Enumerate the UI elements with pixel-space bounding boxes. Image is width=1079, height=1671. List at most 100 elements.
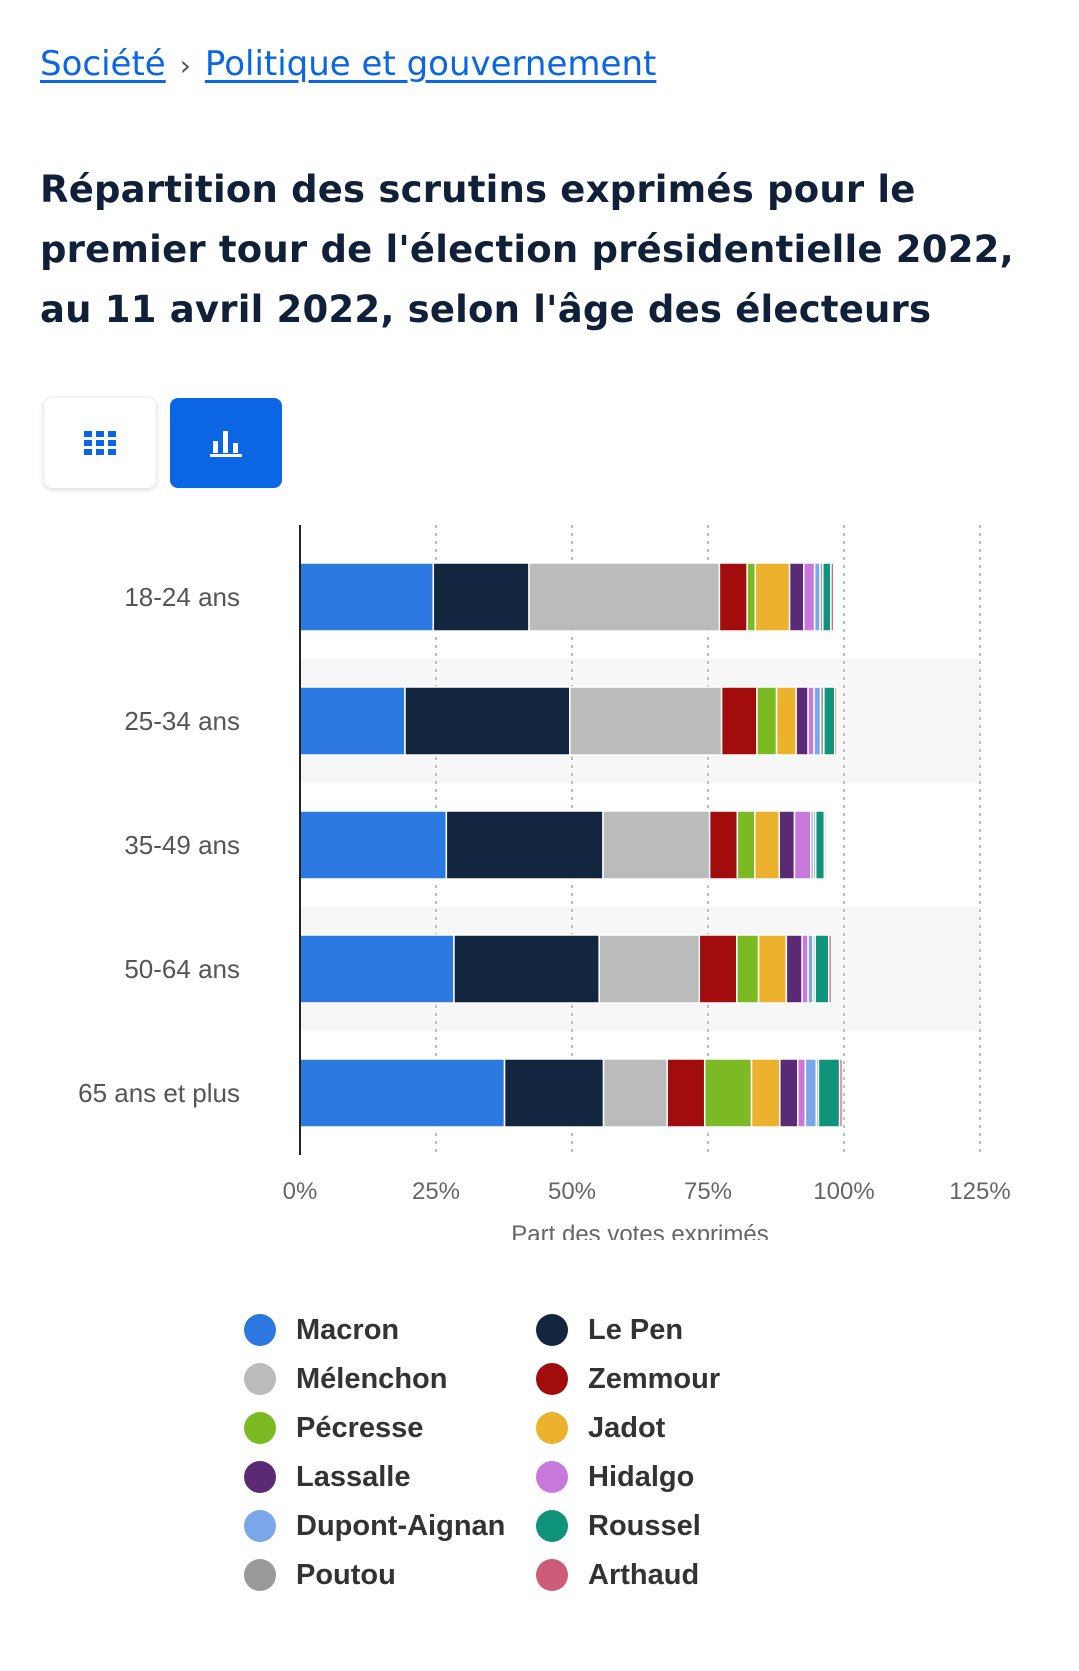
bar-segment[interactable] [720, 686, 758, 756]
legend-swatch [536, 1412, 568, 1444]
legend-label: Roussel [588, 1509, 701, 1542]
bar-segment[interactable] [793, 810, 812, 880]
bar-segment[interactable] [797, 1058, 807, 1128]
bar-segment[interactable] [822, 562, 832, 632]
legend-swatch [244, 1461, 276, 1493]
bar-segment[interactable] [775, 686, 797, 756]
legend-label: Mélenchon [296, 1362, 448, 1395]
bar-segment[interactable] [299, 686, 406, 756]
legend-label: Lassalle [296, 1460, 411, 1493]
bar-segment[interactable] [795, 686, 809, 756]
legend-swatch [244, 1510, 276, 1542]
legend-item[interactable]: Dupont-Aignan [244, 1508, 536, 1544]
legend-swatch [536, 1510, 568, 1542]
legend-label: Zemmour [588, 1362, 721, 1395]
table-view-button[interactable] [44, 398, 156, 488]
bar-segment[interactable] [736, 934, 760, 1004]
legend-swatch [536, 1461, 568, 1493]
legend-item[interactable]: Roussel [536, 1508, 776, 1544]
bar-segment[interactable] [779, 1058, 799, 1128]
legend-item[interactable]: Le Pen [536, 1312, 776, 1348]
bar-segment[interactable] [432, 562, 530, 632]
category-label: 18-24 ans [124, 582, 240, 612]
legend-swatch [536, 1559, 568, 1591]
category-label: 65 ans et plus [78, 1078, 240, 1108]
bar-segment[interactable] [703, 1058, 753, 1128]
bar-segment[interactable] [503, 1058, 605, 1128]
bar-segment[interactable] [756, 686, 778, 756]
bar-segment[interactable] [404, 686, 571, 756]
bar-segment[interactable] [802, 562, 816, 632]
legend-item[interactable]: Zemmour [536, 1361, 776, 1397]
bar-segment[interactable] [453, 934, 600, 1004]
bar-segment[interactable] [754, 562, 791, 632]
bar-segment[interactable] [813, 686, 822, 756]
legend-item[interactable]: Macron [244, 1312, 536, 1348]
bar-segment[interactable] [834, 686, 838, 756]
legend-item[interactable]: Mélenchon [244, 1361, 536, 1397]
legend-item[interactable]: Poutou [244, 1557, 536, 1593]
bar-segment[interactable] [814, 934, 830, 1004]
bar-segment[interactable] [830, 562, 835, 632]
breadcrumb: Société › Politique et gouvernement [40, 44, 656, 84]
bar-segment[interactable] [299, 810, 448, 880]
legend-item[interactable]: Arthaud [536, 1557, 776, 1593]
bar-segment[interactable] [757, 934, 788, 1004]
bar-segment[interactable] [828, 934, 833, 1004]
legend-label: Poutou [296, 1558, 396, 1591]
bar-chart-icon [210, 431, 242, 457]
legend-label: Arthaud [588, 1558, 700, 1591]
legend-label: Le Pen [588, 1313, 684, 1346]
bar-segment[interactable] [299, 934, 455, 1004]
bar-segment[interactable] [299, 562, 435, 632]
bar-segment[interactable] [754, 810, 781, 880]
x-tick-labels: 0% 25% 50% 75% 100% 125% [283, 1178, 1011, 1205]
bar-segment[interactable] [445, 810, 604, 880]
bar-segment[interactable] [817, 1058, 841, 1128]
category-labels: 18-24 ans 25-34 ans 35-49 ans 50-64 ans 65 a… [78, 582, 240, 1108]
bar-segment[interactable] [602, 1058, 668, 1128]
x-tick-label: 75% [684, 1178, 732, 1205]
bars [299, 562, 844, 1128]
bar-segment[interactable] [788, 562, 805, 632]
x-axis-title: Part des votes exprimés [511, 1221, 768, 1240]
breadcrumb-link-societe[interactable]: Société [40, 44, 166, 84]
bar-segment[interactable] [718, 562, 748, 632]
bar-segment[interactable] [708, 810, 739, 880]
x-tick-label: 25% [412, 1178, 460, 1205]
bar-segment[interactable] [823, 686, 836, 756]
category-label: 25-34 ans [124, 706, 240, 736]
legend-item[interactable]: Pécresse [244, 1410, 536, 1446]
bar-segment[interactable] [804, 1058, 818, 1128]
grid-icon [84, 431, 116, 455]
bar-segment[interactable] [746, 562, 757, 632]
bar-segment[interactable] [785, 934, 803, 1004]
bar-segment[interactable] [838, 1058, 844, 1128]
legend-item[interactable]: Lassalle [244, 1459, 536, 1495]
bar-segment[interactable] [598, 934, 701, 1004]
bar-segment[interactable] [823, 810, 827, 880]
breadcrumb-link-politique[interactable]: Politique et gouvernement [204, 44, 657, 84]
bar-segment[interactable] [736, 810, 756, 880]
bar-segment[interactable] [698, 934, 738, 1004]
bar-segment[interactable] [666, 1058, 706, 1128]
legend-label: Dupont-Aignan [296, 1509, 506, 1542]
stacked-bar-chart: 18-24 ans 25-34 ans 35-49 ans 50-64 ans 65 a… [78, 525, 1011, 1240]
legend-label: Pécresse [296, 1411, 424, 1444]
bar-segment[interactable] [813, 562, 821, 632]
bar-segment[interactable] [569, 686, 723, 756]
x-tick-label: 125% [949, 1178, 1010, 1205]
bar-segment[interactable] [801, 934, 809, 1004]
bar-segment[interactable] [814, 810, 826, 880]
legend-item[interactable]: Jadot [536, 1410, 776, 1446]
bar-segment[interactable] [750, 1058, 781, 1128]
bar-segment[interactable] [807, 686, 815, 756]
legend-label: Jadot [588, 1411, 666, 1444]
legend-item[interactable]: Hidalgo [536, 1459, 776, 1495]
chart-view-button[interactable] [170, 398, 282, 488]
bar-segment[interactable] [299, 1058, 506, 1128]
bar-segment[interactable] [528, 562, 721, 632]
bar-segment[interactable] [602, 810, 711, 880]
bar-segment[interactable] [778, 810, 796, 880]
x-tick-label: 100% [813, 1178, 874, 1205]
